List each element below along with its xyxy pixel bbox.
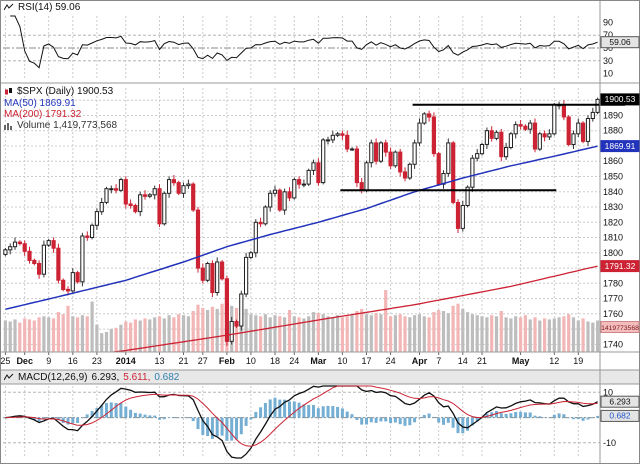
svg-text:10: 10 — [337, 356, 347, 366]
svg-text:Feb: Feb — [219, 356, 236, 366]
svg-text:10: 10 — [603, 69, 613, 79]
svg-text:2014: 2014 — [116, 356, 136, 366]
macd-signal-value: 5.611, — [123, 372, 151, 383]
axis-value-boxes: 59.06 1869.91 1791.32 1419773568 1900.53 6.29… — [600, 36, 640, 422]
svg-text:17: 17 — [361, 356, 371, 366]
svg-text:21: 21 — [477, 356, 487, 366]
svg-text:1880: 1880 — [603, 126, 623, 136]
svg-text:13: 13 — [154, 356, 164, 366]
rsi-line — [10, 15, 598, 69]
svg-text:1869.91: 1869.91 — [605, 141, 636, 151]
volume-bars — [3, 290, 600, 352]
svg-text:70: 70 — [603, 30, 613, 40]
volume-legend: Volume 1,419,773,568 — [4, 120, 117, 131]
svg-text:Dec: Dec — [16, 356, 33, 366]
svg-text:1791.32: 1791.32 — [605, 261, 636, 271]
svg-text:1830: 1830 — [603, 202, 623, 212]
svg-text:1840: 1840 — [603, 187, 623, 197]
svg-text:1850: 1850 — [603, 172, 623, 182]
macd-histogram — [3, 397, 600, 441]
svg-text:1820: 1820 — [603, 217, 623, 227]
svg-text:10: 10 — [246, 356, 256, 366]
svg-text:1780: 1780 — [603, 278, 623, 288]
macd-hist-value: 0.682 — [154, 372, 180, 383]
svg-text:24: 24 — [386, 356, 396, 366]
svg-text:1890: 1890 — [603, 111, 623, 121]
svg-text:1760: 1760 — [603, 309, 623, 319]
volume-bars-icon — [4, 121, 13, 130]
svg-text:1740: 1740 — [603, 339, 623, 349]
ma50-legend: MA(50) 1869.91 — [4, 98, 76, 109]
symbol-title: $SPX (Daily) 1900.53 — [17, 86, 114, 97]
candles — [3, 97, 600, 346]
svg-text:0.682: 0.682 — [609, 411, 631, 421]
svg-text:1900.53: 1900.53 — [605, 94, 636, 104]
candlestick-icon — [4, 87, 13, 96]
svg-text:30: 30 — [603, 56, 613, 66]
svg-text:6.293: 6.293 — [609, 397, 631, 407]
zigzag-icon — [4, 373, 14, 382]
rsi-label: RSI(14) 59.06 — [18, 2, 81, 13]
svg-text:Mar: Mar — [310, 356, 327, 366]
svg-text:9: 9 — [46, 356, 51, 366]
svg-text:16: 16 — [68, 356, 78, 366]
svg-text:14: 14 — [458, 356, 468, 366]
svg-text:-10: -10 — [603, 438, 616, 448]
svg-text:19: 19 — [573, 356, 583, 366]
svg-text:1419773568: 1419773568 — [601, 325, 639, 332]
svg-text:90: 90 — [603, 17, 613, 27]
svg-text:1770: 1770 — [603, 294, 623, 304]
macd-header: MACD(12,26,9) 6.293, 5.611, 0.682 — [4, 372, 179, 383]
x-axis-labels: 25 Dec 9 16 23 2014 13 21 27 Feb 10 18 24 Mar 10 17 24 Ap… — [0, 352, 583, 366]
svg-text:18: 18 — [270, 356, 280, 366]
svg-text:12: 12 — [549, 356, 559, 366]
rsi-header: RSI(14) 59.06 — [4, 2, 80, 13]
svg-text:1860: 1860 — [603, 156, 623, 166]
trendlines — [340, 103, 625, 192]
svg-text:27: 27 — [198, 356, 208, 366]
ma200-label: MA(200) 1791.32 — [4, 109, 82, 120]
svg-text:24: 24 — [289, 356, 299, 366]
svg-text:59.06: 59.06 — [609, 37, 631, 47]
macd-name: MACD(12,26,9) — [18, 372, 88, 383]
svg-text:1810: 1810 — [603, 233, 623, 243]
svg-text:21: 21 — [178, 356, 188, 366]
ma50-label: MA(50) 1869.91 — [4, 98, 76, 109]
svg-text:10: 10 — [603, 387, 613, 397]
svg-text:7: 7 — [436, 356, 441, 366]
svg-text:25: 25 — [0, 356, 10, 366]
volume-label: Volume 1,419,773,568 — [17, 120, 118, 131]
svg-text:May: May — [512, 356, 530, 366]
macd-value: 6.293, — [91, 372, 120, 383]
zigzag-icon — [4, 3, 14, 12]
ma200-line — [108, 265, 598, 352]
svg-text:1800: 1800 — [603, 248, 623, 258]
svg-text:Apr: Apr — [412, 356, 428, 366]
ma200-legend: MA(200) 1791.32 — [4, 109, 81, 120]
ma50-line — [5, 145, 598, 311]
price-header: $SPX (Daily) 1900.53 — [4, 86, 113, 97]
macd-lines — [5, 385, 598, 459]
svg-text:23: 23 — [92, 356, 102, 366]
